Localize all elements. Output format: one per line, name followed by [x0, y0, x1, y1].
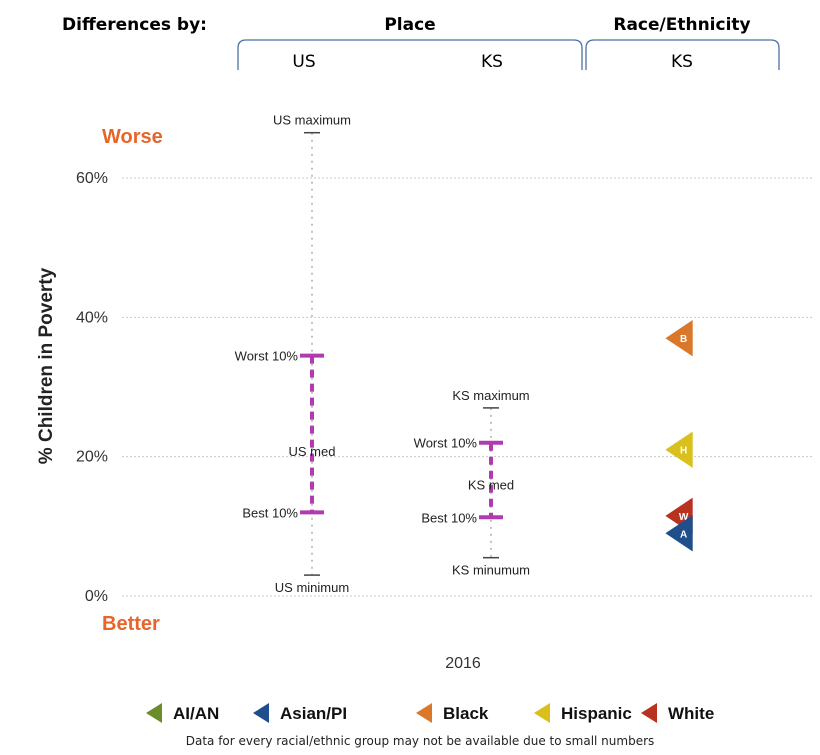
median-label: US med — [289, 444, 336, 459]
marker-shape — [665, 431, 693, 468]
best10-label: Best 10% — [242, 505, 298, 520]
legend-label: Hispanic — [561, 704, 632, 723]
race-points: B H WA — [665, 320, 693, 552]
best10-label: Best 10% — [421, 510, 477, 525]
marker-letter: B — [680, 334, 687, 345]
y-tick-label: 0% — [85, 588, 108, 605]
legend-label: Black — [443, 704, 489, 723]
worse-label: Worse — [102, 126, 163, 148]
worst10-label: Worst 10% — [235, 349, 299, 364]
ks-place-subheader: KS — [481, 52, 503, 72]
legend: AI/AN Asian/PI Black Hispanic White — [146, 703, 714, 723]
marker-letter: H — [680, 446, 687, 457]
y-tick-labels: 0% 20% 40% 60% — [76, 170, 108, 605]
marker-letter: A — [680, 529, 687, 540]
ks-race-subheader: KS — [671, 52, 693, 72]
legend-label: AI/AN — [173, 704, 219, 723]
legend-item-black: Black — [416, 703, 489, 723]
legend-marker — [146, 703, 162, 723]
max-label: KS maximum — [452, 388, 529, 403]
place-header: Place — [384, 15, 435, 35]
race-point-black: B — [665, 320, 693, 357]
y-tick-label: 40% — [76, 309, 108, 326]
legend-marker — [534, 703, 550, 723]
legend-item-white: White — [641, 703, 714, 723]
differences-by-label: Differences by: — [62, 15, 207, 35]
legend-item-ai-an: AI/AN — [146, 703, 219, 723]
race-point-asian-pi: A — [665, 515, 693, 552]
y-axis-label: % Children in Poverty — [36, 267, 57, 464]
marker-letter: W — [679, 512, 689, 523]
legend-marker — [253, 703, 269, 723]
legend-item-hispanic: Hispanic — [534, 703, 632, 723]
better-label: Better — [102, 613, 160, 635]
median-label: KS med — [468, 478, 514, 493]
race-point-hispanic: H — [665, 431, 693, 468]
min-label: KS minumum — [452, 563, 530, 578]
distribution-us: US maximum US minimum Worst 10% Best 10% US … — [235, 113, 351, 595]
max-label: US maximum — [273, 113, 351, 128]
y-tick-label: 60% — [76, 170, 108, 187]
legend-label: Asian/PI — [280, 704, 347, 723]
race-ethnicity-header: Race/Ethnicity — [613, 15, 750, 35]
marker-shape — [665, 320, 693, 357]
worst10-label: Worst 10% — [414, 436, 478, 451]
legend-marker — [641, 703, 657, 723]
x-category-label: 2016 — [445, 655, 481, 672]
race-bracket — [585, 39, 780, 70]
legend-label: White — [668, 704, 714, 723]
gridlines — [122, 177, 812, 597]
availability-note: Data for every racial/ethnic group may n… — [186, 734, 655, 748]
min-label: US minimum — [275, 580, 349, 595]
legend-marker — [416, 703, 432, 723]
legend-item-asian-pi: Asian/PI — [253, 703, 347, 723]
marker-shape — [665, 515, 693, 552]
us-subheader: US — [292, 52, 315, 72]
place-bracket — [237, 39, 583, 70]
distributions: US maximum US minimum Worst 10% Best 10% US … — [235, 113, 530, 595]
distribution-ks: KS maximum KS minumum Worst 10% Best 10% KS … — [414, 388, 530, 578]
y-tick-label: 20% — [76, 449, 108, 466]
